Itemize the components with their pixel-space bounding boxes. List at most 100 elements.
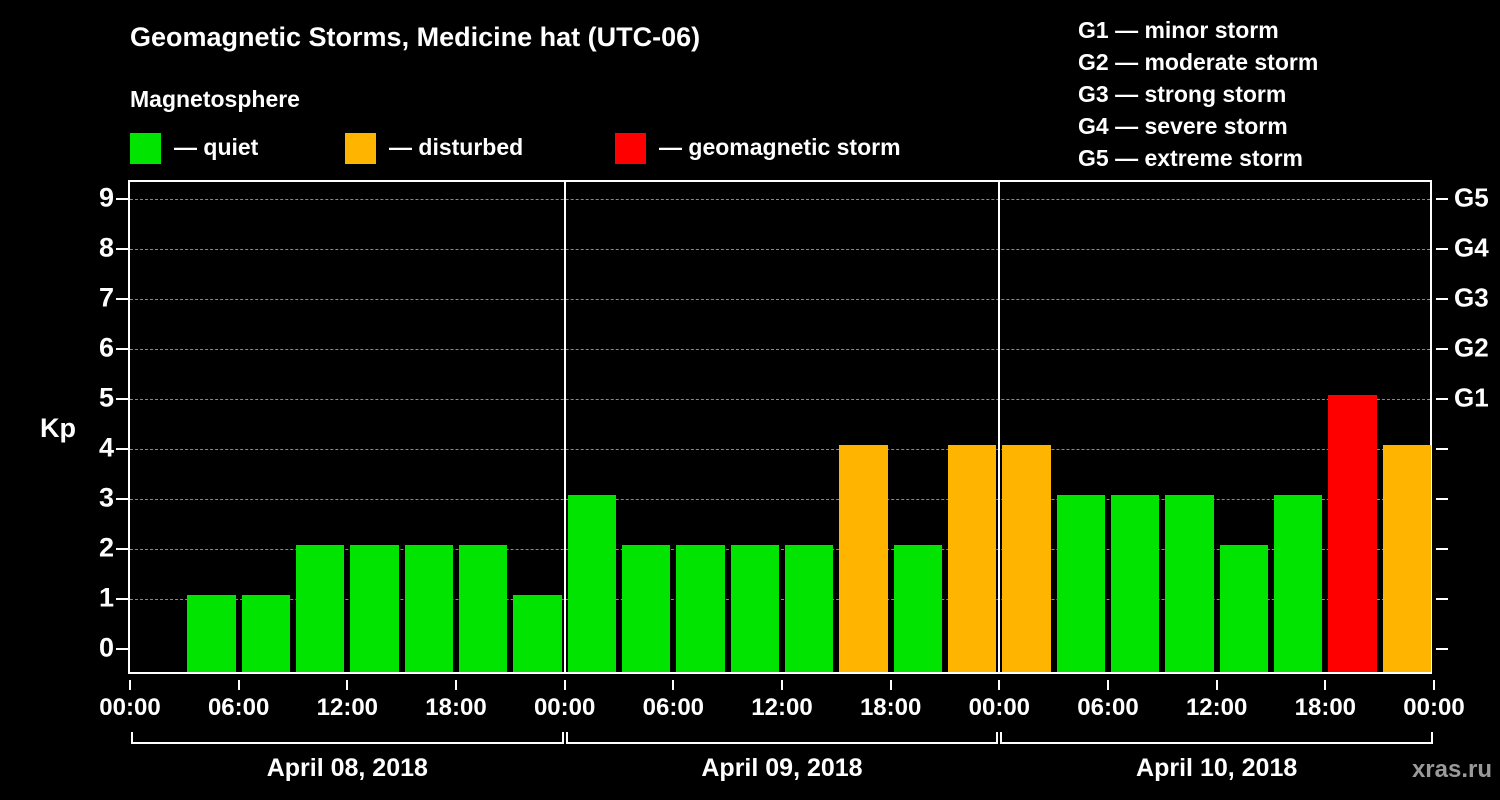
kp-bar bbox=[893, 545, 942, 672]
legend-label-quiet: — quiet bbox=[174, 134, 259, 160]
y-tick-label-8: 8 bbox=[98, 232, 114, 263]
x-tick-label: 00:00 bbox=[1403, 694, 1465, 721]
day-separator bbox=[563, 182, 566, 672]
x-tick-mark bbox=[672, 680, 675, 690]
kp-bar bbox=[1111, 495, 1160, 672]
g-axis-label-G1: G1 bbox=[1454, 382, 1489, 413]
g-scale-line: G4 — severe storm bbox=[1078, 113, 1288, 139]
x-tick-mark bbox=[889, 680, 892, 690]
gridline-kp-4 bbox=[130, 449, 1430, 450]
gridline-kp-9 bbox=[130, 199, 1430, 200]
chart-title: Geomagnetic Storms, Medicine hat (UTC-06… bbox=[130, 22, 701, 52]
kp-bar bbox=[513, 595, 562, 672]
y-tick-label-1: 1 bbox=[98, 582, 114, 613]
y-tick-mark bbox=[1436, 348, 1448, 350]
y-tick-mark bbox=[1436, 498, 1448, 500]
y-tick-label-0: 0 bbox=[98, 632, 114, 663]
x-tick-mark bbox=[1215, 680, 1218, 690]
y-tick-mark bbox=[116, 348, 128, 350]
kp-bar bbox=[1056, 495, 1105, 672]
y-axis-title: Kp bbox=[40, 413, 76, 443]
y-tick-label-3: 3 bbox=[98, 482, 114, 513]
y-tick-mark bbox=[116, 648, 128, 650]
gridline-kp-6 bbox=[130, 349, 1430, 350]
g-scale-line: G3 — strong storm bbox=[1078, 81, 1287, 107]
x-tick-label: 06:00 bbox=[207, 694, 270, 721]
gridline-kp-1 bbox=[130, 599, 1430, 600]
x-tick-mark bbox=[237, 680, 240, 690]
g-scale-line: G1 — minor storm bbox=[1078, 17, 1279, 43]
legend-label-disturbed: — disturbed bbox=[389, 134, 524, 160]
kp-bar bbox=[459, 545, 508, 672]
x-tick-label: 12:00 bbox=[316, 694, 379, 721]
x-tick-mark bbox=[1107, 680, 1109, 690]
kp-bar bbox=[404, 545, 453, 672]
x-tick-mark bbox=[1324, 680, 1327, 690]
legend-label-storm: — geomagnetic storm bbox=[659, 134, 901, 160]
y-tick-mark bbox=[1436, 648, 1448, 650]
y-tick-label-5: 5 bbox=[98, 382, 114, 413]
x-tick-mark bbox=[563, 680, 566, 690]
y-tick-mark bbox=[1436, 248, 1448, 250]
x-tick-label: 06:00 bbox=[642, 694, 705, 721]
kp-bar bbox=[1219, 545, 1268, 672]
kp-bar bbox=[350, 545, 399, 672]
g-axis-label-G4: G4 bbox=[1454, 232, 1489, 263]
x-tick-label: 06:00 bbox=[1077, 694, 1139, 721]
day-separator bbox=[998, 182, 1001, 672]
x-tick-mark bbox=[781, 680, 783, 690]
gridline-kp-2 bbox=[130, 549, 1430, 550]
x-tick-label: 00:00 bbox=[99, 694, 161, 721]
storm-swatch bbox=[615, 133, 646, 164]
x-tick-label: 00:00 bbox=[533, 694, 596, 721]
y-tick-label-4: 4 bbox=[98, 432, 114, 463]
y-tick-mark bbox=[116, 298, 128, 300]
chart-subtitle: Magnetosphere bbox=[130, 86, 300, 112]
watermark: xras.ru bbox=[1411, 756, 1492, 783]
g-axis-label-G3: G3 bbox=[1454, 282, 1489, 313]
x-tick-mark bbox=[455, 680, 457, 690]
kp-bar bbox=[296, 545, 345, 672]
storm-scale-legend: G1 — minor storm G2 — moderate storm G3 — … bbox=[1078, 14, 1318, 174]
y-tick-label-6: 6 bbox=[98, 332, 114, 363]
x-tick-label: 18:00 bbox=[1294, 694, 1357, 721]
y-tick-mark bbox=[116, 198, 128, 200]
kp-bar bbox=[948, 445, 997, 672]
y-tick-mark bbox=[116, 248, 128, 250]
y-tick-mark bbox=[1436, 298, 1448, 300]
y-tick-mark bbox=[1436, 598, 1448, 600]
g-scale-line: G5 — extreme storm bbox=[1078, 145, 1303, 171]
x-tick-label: 00:00 bbox=[968, 694, 1031, 721]
y-tick-label-9: 9 bbox=[98, 182, 114, 213]
kp-bar bbox=[676, 545, 725, 672]
kp-bar bbox=[839, 445, 888, 672]
y-tick-mark bbox=[1436, 198, 1448, 200]
kp-bar bbox=[1328, 395, 1377, 672]
gridline-kp-8 bbox=[130, 249, 1430, 250]
y-tick-mark bbox=[116, 598, 128, 600]
disturbed-swatch bbox=[345, 133, 376, 164]
g-scale-line: G2 — moderate storm bbox=[1078, 49, 1319, 75]
day-date-label: April 09, 2018 bbox=[701, 754, 863, 782]
legend: — quiet — disturbed — geomagnetic storm bbox=[130, 132, 1030, 166]
g-axis-label-G5: G5 bbox=[1454, 182, 1489, 213]
day-bracket bbox=[131, 732, 564, 744]
kp-bar bbox=[622, 545, 671, 672]
y-tick-mark bbox=[116, 498, 128, 500]
day-date-label: April 10, 2018 bbox=[1136, 754, 1298, 782]
x-tick-mark bbox=[1433, 680, 1435, 690]
gridline-kp-5 bbox=[130, 399, 1430, 400]
y-tick-mark bbox=[116, 398, 128, 400]
g-axis-label-G2: G2 bbox=[1454, 332, 1489, 363]
x-tick-mark bbox=[998, 680, 1001, 690]
quiet-swatch bbox=[130, 133, 161, 164]
kp-bar bbox=[241, 595, 290, 672]
kp-bar bbox=[1165, 495, 1214, 672]
day-bracket bbox=[565, 732, 999, 744]
kp-bar bbox=[1382, 445, 1431, 672]
kp-bar bbox=[785, 545, 834, 672]
x-tick-label: 18:00 bbox=[425, 694, 487, 721]
y-tick-mark bbox=[1436, 548, 1448, 550]
y-tick-mark bbox=[116, 448, 128, 450]
kp-bar bbox=[187, 595, 236, 672]
